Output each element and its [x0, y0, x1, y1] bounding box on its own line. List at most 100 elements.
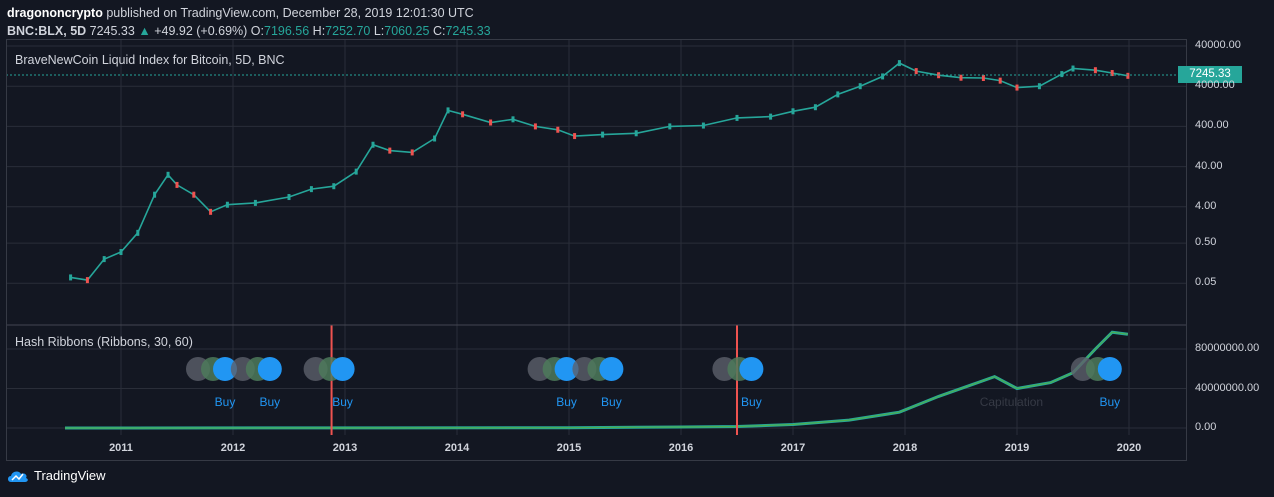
price-axis-label: 0.50	[1195, 236, 1217, 249]
signal-circle-blue	[599, 357, 624, 381]
high-value: 7252.70	[325, 24, 371, 38]
chart-frame	[6, 39, 1187, 461]
price-point	[998, 77, 1002, 84]
tradingview-cloud-icon	[8, 471, 28, 482]
price-point	[556, 126, 560, 133]
price-point	[858, 83, 862, 90]
price-point	[209, 208, 213, 215]
buy-label: Buy	[741, 395, 762, 409]
price-point	[836, 91, 840, 98]
price-point	[1071, 65, 1075, 72]
price-point	[69, 274, 73, 281]
price-point	[1126, 72, 1130, 79]
last-price-tag: 7245.33	[1178, 66, 1242, 83]
time-axis-label: 2011	[109, 442, 133, 454]
time-axis-label: 2012	[220, 442, 246, 454]
price-point	[1110, 70, 1114, 77]
buy-label: Buy	[601, 395, 622, 409]
hash-pane-title: Hash Ribbons (Ribbons, 30, 60)	[15, 335, 193, 349]
price-point	[489, 119, 493, 126]
price-point	[253, 199, 257, 206]
time-axis-label: 2013	[332, 442, 358, 454]
time-axis-label: 2018	[892, 442, 918, 454]
capitulation-label: Capitulation	[980, 395, 1043, 409]
signal-circle-blue	[554, 357, 579, 381]
footer-brand: TradingView	[34, 468, 106, 483]
price-point	[332, 183, 336, 190]
price-point	[914, 68, 918, 75]
price-axis-label: 4000.00	[1195, 79, 1235, 92]
price-axis-label: 0.05	[1195, 276, 1217, 289]
price-point	[354, 168, 358, 175]
close-value: 7245.33	[445, 24, 491, 38]
price-point	[511, 116, 515, 123]
price-point	[668, 123, 672, 130]
price-point	[102, 256, 106, 263]
price-series	[69, 60, 1130, 284]
price-change: +49.92 (+0.69%)	[154, 24, 248, 38]
price-point	[446, 107, 450, 114]
buy-label: Buy	[215, 395, 236, 409]
price-point	[388, 147, 392, 154]
buy-label: Buy	[332, 395, 353, 409]
signal-circle-blue	[739, 357, 764, 381]
hash-axis-label: 40000000.00	[1195, 381, 1260, 394]
price-point	[573, 133, 577, 140]
signal-circle-blue	[1097, 357, 1122, 381]
hash-axis-label: 0.00	[1195, 421, 1217, 433]
buy-label: Buy	[556, 395, 577, 409]
price-point	[897, 60, 901, 67]
change-arrow-icon: ▲	[138, 24, 151, 38]
author-name[interactable]: dragononcrypto	[7, 6, 103, 20]
price-point	[287, 194, 291, 201]
symbol-label: BNC:BLX, 5D	[7, 24, 87, 38]
price-point	[959, 74, 963, 81]
price-axis-label: 4.00	[1195, 199, 1217, 212]
price-point	[371, 141, 375, 148]
price-point	[192, 191, 196, 198]
hash-axis-label: 80000000.00	[1195, 342, 1260, 354]
price-point	[1093, 67, 1097, 74]
price-point	[981, 74, 985, 81]
publish-info: published on TradingView.com, December 2…	[106, 6, 474, 20]
price-point	[85, 277, 89, 284]
price-point	[881, 73, 885, 80]
price-point	[769, 113, 773, 120]
buy-signals: Buy Buy Buy Buy Buy Buy Buy Capitulation	[186, 357, 1122, 409]
price-point	[166, 171, 170, 178]
signal-circle-blue	[213, 357, 237, 381]
time-axis-label: 2014	[444, 442, 470, 454]
buy-label: Buy	[259, 395, 280, 409]
price-point	[461, 111, 465, 118]
price-point	[735, 114, 739, 121]
close-label: C:	[432, 24, 446, 38]
price-point	[634, 130, 638, 137]
price-point	[1015, 84, 1019, 91]
price-point	[1037, 83, 1041, 90]
time-axis-label: 2020	[1116, 442, 1142, 454]
chart-header: dragononcrypto published on TradingView.…	[7, 4, 491, 40]
price-point	[119, 249, 123, 256]
price-point	[601, 131, 605, 138]
time-axis-label: 2016	[668, 442, 694, 454]
price-point	[433, 135, 437, 142]
price-point	[225, 201, 229, 208]
price-point	[1060, 71, 1064, 78]
last-price: 7245.33	[89, 24, 135, 38]
time-axis-label: 2015	[556, 442, 582, 454]
price-point	[791, 108, 795, 115]
price-axis-label: 400.00	[1195, 119, 1229, 132]
low-value: 7060.25	[384, 24, 430, 38]
price-point	[175, 181, 179, 188]
price-axis-label: 40.00	[1195, 159, 1223, 172]
price-point	[813, 104, 817, 111]
price-axis-label: 40000.00	[1195, 39, 1241, 51]
price-point	[136, 229, 140, 236]
buy-label: Buy	[1099, 395, 1120, 409]
price-point	[309, 186, 313, 193]
open-value: 7196.56	[264, 24, 310, 38]
time-axis-label: 2017	[780, 442, 806, 454]
tradingview-logo[interactable]: TradingView	[7, 468, 106, 483]
time-axis-label: 2019	[1004, 442, 1030, 454]
